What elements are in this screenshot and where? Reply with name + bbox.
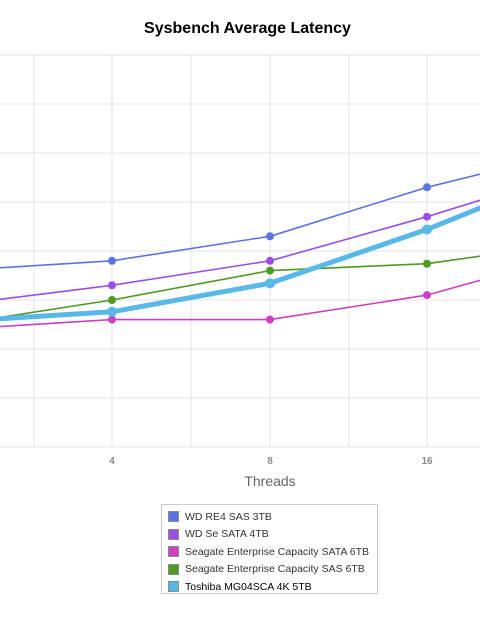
legend-swatch — [168, 528, 179, 540]
data-point[interactable] — [266, 232, 274, 241]
x-axis-title: Threads — [244, 473, 295, 489]
data-point[interactable] — [108, 296, 116, 304]
series-layer — [0, 173, 480, 328]
legend-item[interactable]: Seagate Enterprise Capacity SAS 6TB — [168, 561, 377, 579]
label-layer: 4 8 16 — [109, 456, 433, 467]
legend-swatch — [168, 546, 179, 558]
legend-label: WD Se SATA 4TB — [185, 528, 269, 541]
series-4 — [0, 205, 480, 322]
data-point[interactable] — [266, 256, 274, 265]
legend-item[interactable]: WD Se SATA 4TB — [168, 526, 377, 544]
x-tick-label: 16 — [421, 456, 433, 467]
legend-label: WD RE4 SAS 3TB — [185, 510, 272, 523]
legend-swatch — [168, 563, 179, 575]
data-point[interactable] — [107, 306, 117, 317]
data-point[interactable] — [266, 315, 274, 324]
data-point[interactable] — [108, 256, 116, 265]
chart-title: Sysbench Average Latency — [144, 20, 351, 37]
legend-swatch — [168, 511, 179, 523]
series-0 — [0, 173, 480, 269]
data-point[interactable] — [108, 315, 116, 324]
data-point[interactable] — [266, 266, 274, 275]
legend-item[interactable]: Toshiba MG04SCA 4K 5TB — [168, 578, 377, 596]
grid-layer — [0, 54, 480, 448]
legend-item[interactable]: Seagate Enterprise Capacity SATA 6TB — [168, 543, 377, 561]
data-point[interactable] — [423, 183, 431, 192]
legend: WD RE4 SAS 3TB WD Se SATA 4TB Seagate Ente… — [161, 504, 378, 594]
legend-item[interactable]: WD RE4 SAS 3TB — [168, 508, 377, 526]
data-point[interactable] — [423, 259, 431, 268]
x-tick-label: 4 — [109, 456, 115, 467]
legend-label: Toshiba MG04SCA 4K 5TB — [185, 580, 312, 593]
legend-swatch — [168, 581, 179, 593]
data-point[interactable] — [422, 224, 432, 235]
data-point[interactable] — [108, 281, 116, 290]
legend-label: Seagate Enterprise Capacity SAS 6TB — [185, 563, 365, 576]
legend-label: Seagate Enterprise Capacity SATA 6TB — [185, 545, 370, 558]
data-point[interactable] — [423, 291, 431, 300]
data-point[interactable] — [265, 278, 275, 289]
series-line — [0, 173, 480, 269]
x-tick-label: 8 — [267, 456, 273, 467]
data-point[interactable] — [423, 212, 431, 221]
